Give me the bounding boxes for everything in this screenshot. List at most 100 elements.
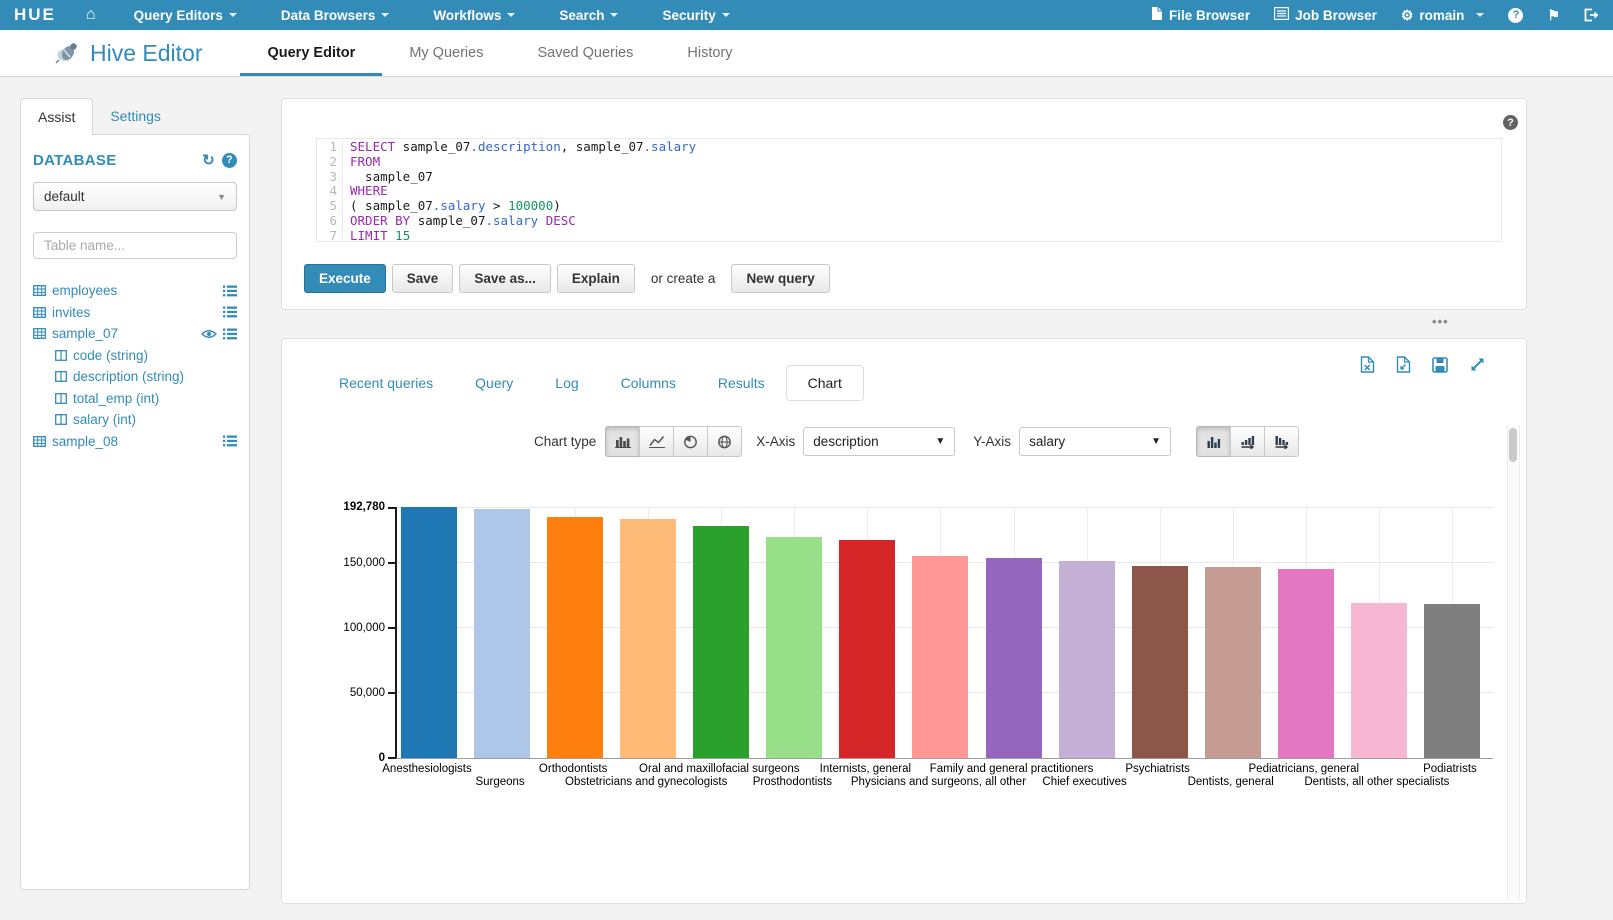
hue-logo[interactable]: HUE [14,5,56,24]
expand-results-icon[interactable] [1469,356,1486,373]
scrollbar-thumb[interactable] [1509,428,1517,462]
chevron-down-icon [381,13,390,17]
bar-obstetricians-and-gynecologists[interactable] [620,518,677,758]
y-tick-label: 150,000 [343,556,385,569]
results-tab-log[interactable]: Log [555,375,579,391]
app-title[interactable]: Hive Editor [55,30,202,76]
table-filter-input[interactable] [33,232,237,259]
chart-type-line-button[interactable] [639,426,675,457]
results-tab-query[interactable]: Query [475,375,514,391]
tab-query-editor[interactable]: Query Editor [240,30,382,76]
or-create-label: or create a [650,271,716,286]
eye-icon[interactable] [201,329,217,339]
panel-resize-handle[interactable]: ••• [1432,314,1449,329]
save-results-icon[interactable] [1432,356,1448,373]
sort-ascending-button[interactable] [1230,426,1266,457]
user-menu[interactable]: ⚙ romain [1401,7,1485,24]
save-button[interactable]: Save [391,264,454,293]
tab-history[interactable]: History [687,45,733,61]
save-as-button[interactable]: Save as... [459,264,551,293]
new-query-button[interactable]: New query [731,264,830,293]
flag-icon[interactable]: ⚑ [1547,6,1560,23]
tab-saved-queries[interactable]: Saved Queries [537,45,634,61]
download-excel-icon[interactable] [1360,356,1375,373]
bar-chief-executives[interactable] [1058,560,1115,758]
tab-my-queries[interactable]: My Queries [409,45,484,61]
sql-code[interactable]: SELECT sample_07.description, sample_07.… [343,139,1501,243]
bar-prosthodontists[interactable] [766,536,823,758]
bar-podiatrists[interactable] [1423,603,1480,758]
chart-type-pie-button[interactable] [673,426,709,457]
navbar-menu-workflows[interactable]: Workflows [411,0,537,30]
bar-orthodontists[interactable] [547,516,604,758]
x-tick-label: Dentists, general [1187,776,1274,788]
help-icon[interactable]: ? [1508,7,1524,23]
results-scrollbar[interactable] [1507,425,1520,900]
select-arrow-icon: ▼ [935,436,946,447]
list-icon[interactable] [223,285,237,297]
bar-physicians-and-surgeons-all-other[interactable] [912,556,969,758]
execute-button[interactable]: Execute [304,264,386,293]
download-file-icon[interactable] [1396,356,1411,373]
code-line: LIMIT 15 [350,227,411,243]
chart-type-bars-button[interactable] [605,426,641,457]
bar-dentists-general[interactable] [1204,566,1261,758]
bar-dentists-all-other-specialists[interactable] [1350,602,1407,758]
column-row-total-emp-int[interactable]: total_emp (int) [33,388,237,410]
navbar-right: File Browser Job Browser ⚙ romain ? ⚑ [1151,6,1599,24]
home-icon[interactable]: ⌂ [85,6,96,23]
results-tab-chart[interactable]: Chart [785,365,864,401]
navbar-menu-query-editors[interactable]: Query Editors [112,0,259,30]
table-row-employees[interactable]: employees [33,280,237,302]
table-row-invites[interactable]: invites [33,302,237,324]
bar-oral-and-maxillofacial-surgeons[interactable] [693,525,750,758]
list-icon[interactable] [223,435,237,447]
x-tick-label: Surgeons [475,776,525,788]
results-tab-results[interactable]: Results [717,375,765,391]
editor-help-icon[interactable]: ? [1503,115,1518,130]
tab-assist[interactable]: Assist [20,98,94,135]
bar-psychiatrists[interactable] [1131,565,1188,758]
bar-anesthesiologists[interactable] [401,507,457,758]
bar-internists-general[interactable] [839,540,896,758]
navbar-menu-security[interactable]: Security [640,0,751,30]
navbar-menu-label: Search [559,7,605,23]
x-axis-select[interactable]: description ▼ [803,427,956,456]
chart-type-map-button[interactable] [707,426,743,457]
refresh-icon[interactable]: ↻ [202,152,215,169]
results-tab-columns[interactable]: Columns [620,375,676,391]
sort-none-button[interactable] [1196,426,1232,457]
bar-family-and-general-practitioners[interactable] [985,557,1042,758]
database-select[interactable]: default ▼ [33,182,237,211]
code-line: WHERE [350,183,388,199]
list-icon[interactable] [223,306,237,318]
column-row-description-string[interactable]: description (string) [33,366,237,388]
file-browser-button[interactable]: File Browser [1151,6,1250,24]
assist-panel: DATABASE ↻ ? default ▼ employees invites s… [20,134,250,890]
file-icon [1151,6,1163,24]
sort-descending-button[interactable] [1264,426,1300,457]
code-line: ( sample_07.salary > 100000) [350,198,561,214]
table-row-sample-07[interactable]: sample_07 [33,323,237,345]
table-row-sample-08[interactable]: sample_08 [33,431,237,453]
navbar-menu-data-browsers[interactable]: Data Browsers [259,0,412,30]
table-grid-icon [33,328,46,340]
bar-surgeons[interactable] [474,508,531,758]
table-grid-icon [33,306,46,318]
results-tab-recent-queries[interactable]: Recent queries [339,375,434,391]
database-help-icon[interactable]: ? [222,152,237,168]
sign-out-icon[interactable] [1584,8,1599,22]
list-icon[interactable] [223,328,237,340]
tab-settings[interactable]: Settings [110,108,161,124]
navbar-menu-search[interactable]: Search [537,0,640,30]
job-browser-button[interactable]: Job Browser [1273,6,1377,23]
y-axis-select[interactable]: salary ▼ [1019,427,1172,456]
column-row-salary-int[interactable]: salary (int) [33,409,237,431]
explain-button[interactable]: Explain [556,264,635,293]
column-row-code-string[interactable]: code (string) [33,345,237,367]
chart-type-label: Chart type [534,434,597,449]
bar-pediatricians-general[interactable] [1277,568,1334,758]
results-tabs: Recent queries Query Log Columns Results Char… [318,365,864,401]
